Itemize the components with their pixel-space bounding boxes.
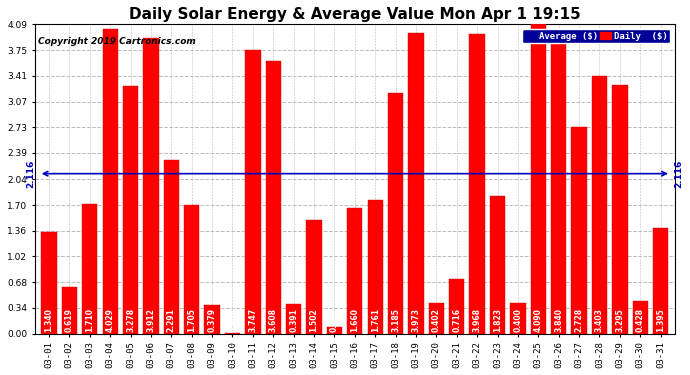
- Text: 0.428: 0.428: [635, 308, 644, 332]
- Bar: [144, 38, 159, 333]
- Text: 3.840: 3.840: [554, 308, 563, 332]
- Text: 0.391: 0.391: [289, 308, 298, 332]
- Text: 1.340: 1.340: [44, 308, 54, 332]
- Bar: [428, 303, 444, 333]
- Text: 3.185: 3.185: [391, 308, 400, 332]
- Bar: [388, 93, 403, 333]
- Bar: [633, 301, 648, 333]
- Text: 3.278: 3.278: [126, 308, 135, 332]
- Text: 1.395: 1.395: [656, 308, 665, 332]
- Bar: [123, 86, 138, 333]
- Bar: [449, 279, 464, 333]
- Bar: [41, 232, 57, 333]
- Text: 1.823: 1.823: [493, 308, 502, 332]
- Text: 4.090: 4.090: [534, 308, 543, 332]
- Text: 4.029: 4.029: [106, 308, 115, 332]
- Legend: Average ($), Daily  ($): Average ($), Daily ($): [522, 29, 671, 44]
- Text: 2.728: 2.728: [575, 308, 584, 332]
- Text: 0.619: 0.619: [65, 308, 74, 332]
- Bar: [204, 305, 219, 333]
- Text: 2.116: 2.116: [674, 159, 683, 188]
- Text: Copyright 2019 Cartronics.com: Copyright 2019 Cartronics.com: [38, 37, 196, 46]
- Bar: [592, 76, 607, 333]
- Text: 0.089: 0.089: [330, 308, 339, 332]
- Bar: [551, 44, 566, 333]
- Text: 1.705: 1.705: [187, 308, 196, 332]
- Bar: [571, 128, 586, 333]
- Bar: [286, 304, 302, 333]
- Bar: [612, 85, 627, 333]
- Bar: [469, 34, 485, 333]
- Bar: [306, 220, 322, 333]
- Text: 0.002: 0.002: [228, 308, 237, 332]
- Text: 3.608: 3.608: [268, 308, 278, 332]
- Title: Daily Solar Energy & Average Value Mon Apr 1 19:15: Daily Solar Energy & Average Value Mon A…: [129, 7, 581, 22]
- Text: 2.116: 2.116: [27, 159, 36, 188]
- Text: 3.403: 3.403: [595, 308, 604, 332]
- Bar: [82, 204, 97, 333]
- Bar: [103, 29, 118, 333]
- Bar: [164, 160, 179, 333]
- Bar: [408, 33, 424, 333]
- Bar: [653, 228, 669, 333]
- Bar: [245, 50, 261, 333]
- Bar: [327, 327, 342, 333]
- Text: 3.295: 3.295: [615, 308, 624, 332]
- Text: 3.747: 3.747: [248, 308, 257, 332]
- Text: 3.968: 3.968: [473, 308, 482, 332]
- Text: 1.660: 1.660: [351, 308, 359, 332]
- Text: 2.291: 2.291: [167, 308, 176, 332]
- Bar: [184, 205, 199, 333]
- Bar: [490, 196, 505, 333]
- Text: 3.912: 3.912: [146, 308, 155, 332]
- Bar: [511, 303, 526, 333]
- Text: 0.379: 0.379: [208, 308, 217, 332]
- Text: 1.761: 1.761: [371, 308, 380, 332]
- Bar: [531, 24, 546, 333]
- Bar: [266, 61, 281, 333]
- Text: 0.400: 0.400: [513, 308, 522, 332]
- Bar: [347, 208, 362, 333]
- Text: 3.973: 3.973: [411, 308, 420, 332]
- Bar: [368, 201, 383, 333]
- Text: 0.716: 0.716: [452, 308, 461, 332]
- Text: 1.710: 1.710: [86, 308, 95, 332]
- Text: 0.402: 0.402: [432, 308, 441, 332]
- Text: 1.502: 1.502: [310, 308, 319, 332]
- Bar: [61, 287, 77, 333]
